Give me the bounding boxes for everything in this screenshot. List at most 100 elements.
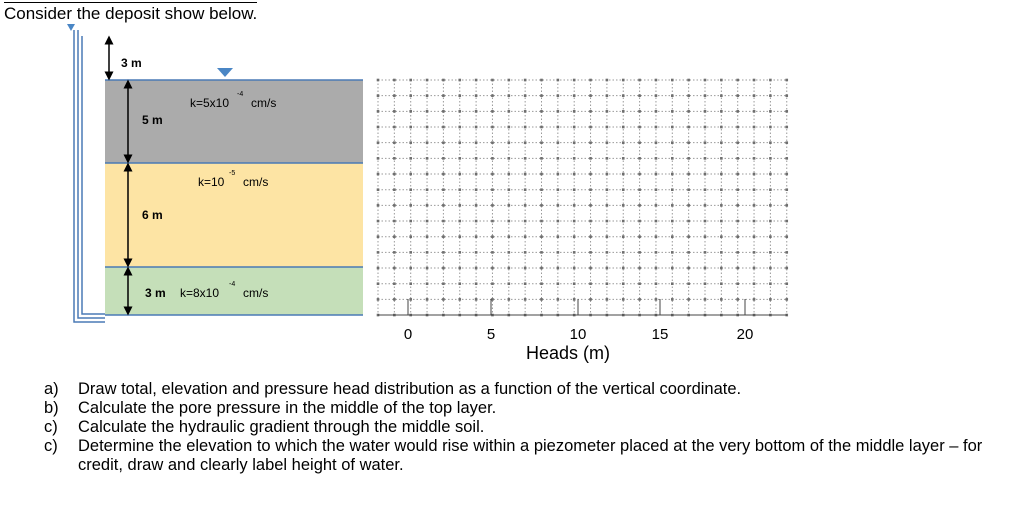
grid-point [393, 78, 396, 82]
grid-point [671, 204, 674, 207]
grid-point [752, 188, 756, 191]
grid-point [507, 251, 511, 254]
grid-point [785, 298, 789, 301]
grid-point [621, 172, 625, 176]
grid-point [409, 282, 412, 286]
grid-point [572, 266, 576, 270]
heads-axis-label: Heads (m) [526, 343, 610, 363]
question-item: b) Calculate the pore pressure in the mid… [44, 399, 1014, 418]
grid-point [605, 110, 609, 113]
grid-point [523, 78, 527, 82]
piezometer-water-marker [67, 24, 75, 31]
grid-point [393, 110, 396, 113]
grid-point [589, 94, 592, 97]
grid-point [654, 282, 658, 286]
grid-point [376, 157, 380, 160]
grid-point [572, 251, 576, 254]
grid-point [720, 251, 723, 254]
grid-point [621, 266, 625, 270]
grid-point [621, 282, 625, 286]
grid-point [572, 94, 576, 97]
grid-point [687, 188, 690, 191]
grid-point [605, 78, 609, 82]
grid-point [393, 141, 396, 144]
grid-point [687, 125, 690, 129]
grid-point [572, 78, 576, 82]
grid-point [442, 251, 445, 254]
grid-point [654, 251, 658, 254]
grid-point [425, 157, 429, 160]
grid-point [507, 235, 511, 238]
grid-point [589, 235, 592, 238]
grid-point [687, 110, 690, 113]
bottom-layer-permeability: k=8x10 -4 cm/s [180, 281, 268, 300]
grid-point [540, 188, 543, 191]
question-label: b) [44, 399, 59, 417]
grid-point [638, 204, 641, 207]
grid-point [589, 157, 592, 160]
grid-point [605, 298, 609, 301]
grid-point [409, 266, 412, 270]
soil-layer-top [105, 80, 363, 163]
grid-point [785, 141, 789, 144]
grid-point [523, 94, 527, 97]
grid-point [736, 141, 739, 144]
grid-point [458, 298, 462, 301]
grid-point [458, 282, 462, 286]
grid-point [621, 251, 625, 254]
grid-point [621, 125, 625, 129]
grid-point [703, 141, 707, 144]
grid-point [474, 282, 478, 286]
grid-point [540, 235, 543, 238]
grid-point [589, 298, 592, 301]
grid-point [556, 204, 560, 207]
grid-point [671, 282, 674, 286]
permeability-exponent: -5 [229, 170, 235, 177]
grid-point [687, 235, 690, 238]
heads-grid [376, 78, 789, 317]
grid-point [769, 157, 772, 160]
grid-point [654, 141, 658, 144]
water-table-marker [217, 68, 233, 77]
grid-point [720, 298, 723, 301]
grid-point [572, 235, 576, 238]
grid-point [409, 141, 412, 144]
grid-point [671, 94, 674, 97]
piezometer-tube [73, 30, 105, 323]
grid-point [654, 172, 658, 176]
grid-point [736, 125, 739, 129]
permeability-unit: cm/s [251, 96, 276, 110]
grid-point [703, 298, 707, 301]
permeability-exponent: -4 [229, 281, 235, 288]
grid-point [785, 78, 789, 82]
grid-point [474, 78, 478, 82]
grid-point [589, 110, 592, 113]
grid-point [442, 204, 445, 207]
grid-point [474, 141, 478, 144]
grid-point [785, 125, 789, 129]
grid-point [687, 282, 690, 286]
grid-point [393, 94, 396, 97]
grid-point [458, 125, 462, 129]
grid-point [572, 188, 576, 191]
grid-point [589, 125, 592, 129]
grid-point [409, 94, 412, 97]
question-item: c) Determine the elevation to which the w… [44, 437, 1014, 475]
grid-point [458, 266, 462, 270]
grid-point [523, 204, 527, 207]
grid-point [687, 157, 690, 160]
grid-point [785, 110, 789, 113]
grid-point [556, 125, 560, 129]
grid-point [752, 141, 756, 144]
grid-point [752, 282, 756, 286]
grid-point [720, 157, 723, 160]
grid-point [442, 282, 445, 286]
grid-point [442, 298, 445, 301]
grid-point [589, 78, 592, 82]
grid-point [621, 94, 625, 97]
grid-point [442, 125, 445, 129]
grid-point [425, 141, 429, 144]
soil-layer-middle [105, 163, 363, 267]
grid-point [556, 266, 560, 270]
grid-point [474, 125, 478, 129]
